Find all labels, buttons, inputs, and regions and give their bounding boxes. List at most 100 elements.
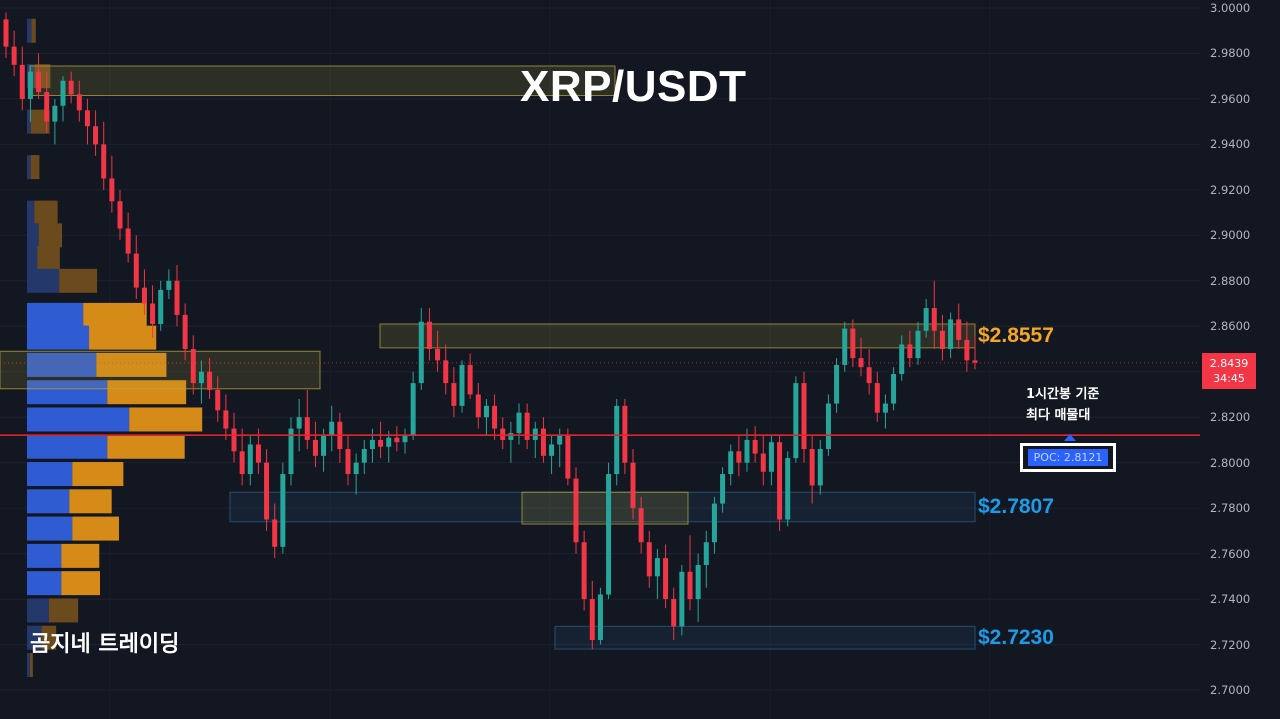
candle-body: [475, 394, 481, 418]
profile-sell-bar: [29, 652, 33, 677]
candle-body: [809, 449, 815, 486]
candle-body: [239, 451, 245, 475]
candle-body: [125, 228, 131, 254]
candle-body: [508, 433, 514, 440]
price-tick-label: 2.7600: [1210, 546, 1251, 561]
candle-body: [679, 571, 685, 627]
profile-buy-bar: [27, 155, 31, 180]
candle-body: [614, 405, 620, 475]
profile-sell-bar: [89, 325, 157, 350]
price-tick-label: 2.9000: [1210, 228, 1251, 243]
candle-body: [378, 439, 384, 447]
candle-body: [304, 417, 310, 440]
poc-arrow-icon: [1064, 434, 1076, 441]
candle-body: [483, 405, 489, 418]
profile-sell-bar: [61, 571, 100, 596]
candle-body: [369, 439, 375, 450]
level-label-3: $2.7230: [978, 626, 1054, 649]
candle-body: [451, 383, 457, 406]
candle-body: [801, 383, 807, 450]
candle-body: [174, 280, 180, 315]
candle-body: [255, 444, 261, 463]
candle-body: [207, 371, 213, 390]
profile-sell-bar: [38, 223, 63, 248]
poc-label: POC: 2.8121: [1027, 449, 1109, 466]
candle-body: [500, 428, 506, 440]
candle-body: [663, 558, 669, 600]
price-tick-label: 2.8800: [1210, 273, 1251, 288]
candle-body: [866, 367, 872, 384]
profile-sell-bar: [34, 200, 58, 225]
price-zone: [554, 625, 976, 650]
annotation-line-2: 최다 매물대: [1026, 408, 1091, 423]
candle-body: [524, 412, 530, 440]
candle-body: [190, 349, 196, 384]
candle-body: [728, 451, 734, 475]
candle-body: [141, 287, 147, 304]
bar-countdown: 34:45: [1213, 372, 1245, 385]
price-tick-label: 2.9400: [1210, 137, 1251, 152]
candle-body: [288, 428, 294, 475]
price-tick-label: 2.9800: [1210, 46, 1251, 61]
candle-body: [948, 319, 954, 349]
price-tick-label: 2.8000: [1210, 455, 1251, 470]
candle-body: [166, 280, 172, 290]
profile-buy-bar: [27, 352, 97, 377]
candle-body: [27, 71, 33, 99]
price-tick-label: 2.8200: [1210, 410, 1251, 425]
profile-sell-bar: [107, 380, 187, 405]
candle-body: [939, 330, 945, 349]
candle-body: [109, 178, 115, 202]
level-label-2: $2.7807: [978, 495, 1054, 518]
candle-body: [516, 412, 522, 434]
candle-body: [426, 321, 432, 349]
candle-body: [956, 319, 962, 340]
profile-buy-bar: [27, 598, 49, 623]
price-tick-label: 2.8600: [1210, 319, 1251, 334]
profile-buy-bar: [27, 652, 30, 677]
candle-body: [247, 444, 253, 475]
candle-body: [231, 428, 237, 452]
candle-body: [117, 201, 123, 229]
candle-body: [687, 571, 693, 600]
candle-body: [842, 328, 848, 365]
candle-body: [93, 126, 99, 145]
candle-body: [549, 444, 555, 456]
candle-body: [557, 435, 563, 445]
price-tick-label: 3.0000: [1210, 1, 1251, 15]
candle-body: [52, 105, 58, 122]
candle-body: [76, 94, 82, 111]
candle-body: [825, 403, 831, 450]
candle-body: [410, 383, 416, 436]
overlays: [0, 362, 1200, 436]
candle-body: [874, 383, 880, 413]
profile-sell-bar: [96, 352, 167, 377]
candle-body: [899, 344, 905, 375]
candle-body: [923, 308, 929, 331]
annotation: 1시간봉 기준 최다 매물대: [1026, 384, 1099, 426]
candle-body: [882, 403, 888, 413]
candle-body: [68, 80, 74, 95]
candle-body: [394, 437, 400, 443]
candle-body: [492, 405, 498, 429]
annotation-line-1: 1시간봉 기준: [1026, 387, 1100, 402]
current-price: 2.8439: [1209, 357, 1249, 370]
price-zone: [29, 65, 616, 97]
candle-body: [345, 449, 351, 475]
profile-sell-bar: [72, 516, 119, 541]
candle-body: [915, 330, 921, 359]
candle-body: [777, 442, 783, 520]
candle-body: [36, 71, 42, 93]
profile-buy-bar: [27, 462, 73, 487]
profile-sell-bar: [41, 625, 57, 650]
volume-profile: [27, 18, 203, 677]
profile-sell-bar: [83, 302, 147, 327]
candle-body: [768, 442, 774, 472]
candle-body: [264, 462, 270, 520]
candle-body: [630, 462, 636, 509]
profile-sell-bar: [48, 598, 79, 623]
candle-body: [736, 451, 742, 463]
candle-body: [638, 508, 644, 543]
profile-sell-bar: [107, 434, 185, 459]
